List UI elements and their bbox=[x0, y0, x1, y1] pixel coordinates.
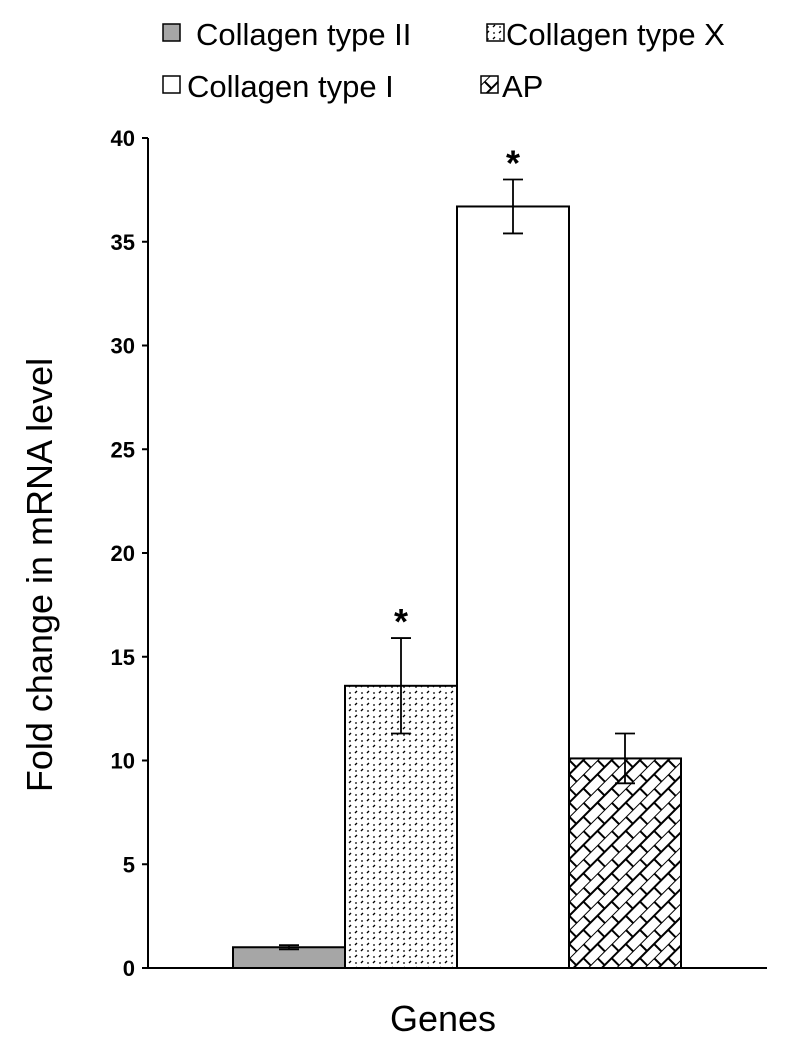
bar-0 bbox=[232, 946, 346, 969]
legend-swatch-ap bbox=[480, 75, 499, 94]
y-tick-label-0: 0 bbox=[123, 956, 135, 981]
y-axis-ticks: 0 5 10 15 20 25 30 35 40 bbox=[111, 126, 148, 981]
bar-3 bbox=[568, 757, 682, 969]
legend-label-collagen-type-ii: Collagen type II bbox=[196, 17, 411, 52]
legend-item-collagen-type-ii: Collagen type II bbox=[162, 17, 411, 52]
x-axis-title: Genes bbox=[390, 998, 496, 1039]
legend: Collagen type II Collagen type X Collage… bbox=[162, 17, 725, 104]
legend-item-collagen-type-x: Collagen type X bbox=[486, 17, 725, 52]
y-tick-label-5: 25 bbox=[111, 437, 135, 462]
legend-swatch-collagen-type-ii bbox=[162, 23, 181, 42]
significance-marker-2: * bbox=[506, 143, 520, 184]
legend-label-collagen-type-i: Collagen type I bbox=[187, 69, 394, 104]
legend-item-ap: AP bbox=[480, 69, 543, 104]
y-tick-label-2: 10 bbox=[111, 749, 135, 774]
y-tick-label-8: 40 bbox=[111, 126, 135, 151]
y-tick-label-7: 35 bbox=[111, 230, 135, 255]
y-tick-label-6: 30 bbox=[111, 334, 135, 359]
y-axis-title: Fold change in mRNA level bbox=[19, 358, 60, 792]
legend-swatch-collagen-type-x bbox=[486, 23, 505, 42]
y-tick-label-3: 15 bbox=[111, 645, 135, 670]
legend-label-collagen-type-x: Collagen type X bbox=[506, 17, 725, 52]
legend-label-ap: AP bbox=[502, 69, 543, 104]
legend-item-collagen-type-i: Collagen type I bbox=[162, 69, 394, 104]
axes bbox=[147, 138, 767, 969]
y-tick-label-1: 5 bbox=[123, 852, 135, 877]
legend-swatch-collagen-type-i bbox=[162, 75, 181, 94]
bar-2 bbox=[456, 205, 570, 970]
significance-marker-1: * bbox=[394, 601, 408, 642]
bars: ** bbox=[232, 143, 682, 970]
y-tick-label-4: 20 bbox=[111, 541, 135, 566]
